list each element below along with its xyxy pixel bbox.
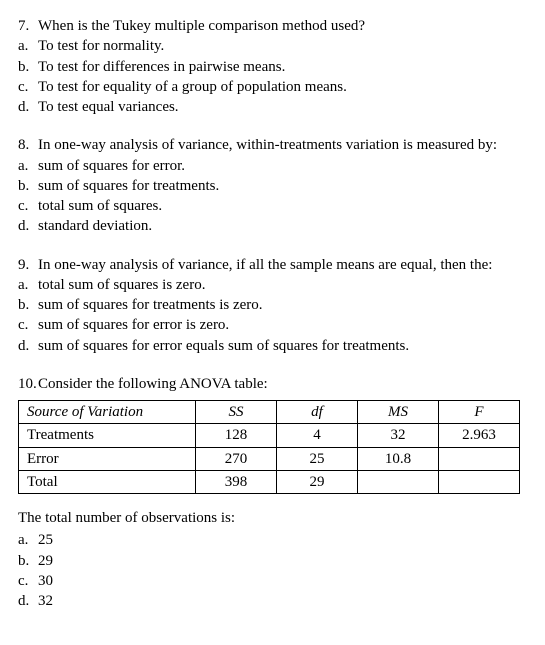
cell-source: Total <box>19 470 196 493</box>
option-text: To test equal variances. <box>38 97 179 117</box>
question-number: 10. <box>18 374 38 394</box>
option-text: sum of squares for error. <box>38 156 185 176</box>
option-letter: b. <box>18 176 38 196</box>
option-c: c.sum of squares for error is zero. <box>18 315 527 335</box>
question-stem: 9. In one-way analysis of variance, if a… <box>18 255 527 275</box>
option-text: 30 <box>38 571 53 591</box>
option-b: b.sum of squares for treatments. <box>18 176 527 196</box>
cell-value: 29 <box>277 470 358 493</box>
cell-value <box>439 447 520 470</box>
cell-value <box>439 470 520 493</box>
table-header-row: Source of Variation SS df MS F <box>19 401 520 424</box>
cell-value: 398 <box>196 470 277 493</box>
option-text: 25 <box>38 530 53 550</box>
option-text: sum of squares for error equals sum of s… <box>38 336 409 356</box>
option-c: c.total sum of squares. <box>18 196 527 216</box>
cell-source: Error <box>19 447 196 470</box>
cell-value: 128 <box>196 424 277 447</box>
col-f: F <box>439 401 520 424</box>
question-text: Consider the following ANOVA table: <box>38 374 268 394</box>
question-text: In one-way analysis of variance, within-… <box>38 135 497 155</box>
option-letter: a. <box>18 530 38 550</box>
cell-value: 270 <box>196 447 277 470</box>
anova-table: Source of Variation SS df MS F Treatment… <box>18 400 520 494</box>
option-letter: d. <box>18 336 38 356</box>
option-b: b.sum of squares for treatments is zero. <box>18 295 527 315</box>
option-text: To test for normality. <box>38 36 164 56</box>
option-letter: d. <box>18 97 38 117</box>
option-d: d.sum of squares for error equals sum of… <box>18 336 527 356</box>
option-text: To test for equality of a group of popul… <box>38 77 347 97</box>
option-letter: b. <box>18 57 38 77</box>
option-text: sum of squares for treatments. <box>38 176 219 196</box>
option-text: standard deviation. <box>38 216 152 236</box>
table-row: Total 398 29 <box>19 470 520 493</box>
option-b: b.29 <box>18 551 527 571</box>
cell-value <box>358 470 439 493</box>
option-d: d.To test equal variances. <box>18 97 527 117</box>
option-letter: d. <box>18 216 38 236</box>
question-text: In one-way analysis of variance, if all … <box>38 255 492 275</box>
cell-value: 32 <box>358 424 439 447</box>
cell-value: 4 <box>277 424 358 447</box>
option-letter: a. <box>18 156 38 176</box>
option-text: 29 <box>38 551 53 571</box>
question-number: 7. <box>18 16 38 36</box>
option-letter: c. <box>18 196 38 216</box>
option-letter: d. <box>18 591 38 611</box>
question-stem: 10. Consider the following ANOVA table: <box>18 374 527 394</box>
question-stem: 7. When is the Tukey multiple comparison… <box>18 16 527 36</box>
option-d: d.standard deviation. <box>18 216 527 236</box>
option-letter: a. <box>18 275 38 295</box>
option-text: sum of squares for treatments is zero. <box>38 295 263 315</box>
col-ms: MS <box>358 401 439 424</box>
cell-value: 25 <box>277 447 358 470</box>
option-a: a.To test for normality. <box>18 36 527 56</box>
option-letter: c. <box>18 77 38 97</box>
option-letter: a. <box>18 36 38 56</box>
question-number: 8. <box>18 135 38 155</box>
cell-source: Treatments <box>19 424 196 447</box>
option-letter: b. <box>18 295 38 315</box>
col-df: df <box>277 401 358 424</box>
option-letter: b. <box>18 551 38 571</box>
option-c: c.To test for equality of a group of pop… <box>18 77 527 97</box>
question-number: 9. <box>18 255 38 275</box>
option-a: a.total sum of squares is zero. <box>18 275 527 295</box>
option-letter: c. <box>18 315 38 335</box>
table-row: Treatments 128 4 32 2.963 <box>19 424 520 447</box>
question-9: 9. In one-way analysis of variance, if a… <box>18 255 527 356</box>
col-source: Source of Variation <box>19 401 196 424</box>
option-d: d.32 <box>18 591 527 611</box>
cell-value: 2.963 <box>439 424 520 447</box>
option-text: 32 <box>38 591 53 611</box>
question-7: 7. When is the Tukey multiple comparison… <box>18 16 527 117</box>
option-text: total sum of squares is zero. <box>38 275 205 295</box>
option-text: To test for differences in pairwise mean… <box>38 57 285 77</box>
question-stem: 8. In one-way analysis of variance, with… <box>18 135 527 155</box>
option-b: b.To test for differences in pairwise me… <box>18 57 527 77</box>
question-10: 10. Consider the following ANOVA table: … <box>18 374 527 612</box>
option-letter: c. <box>18 571 38 591</box>
option-a: a.sum of squares for error. <box>18 156 527 176</box>
option-text: total sum of squares. <box>38 196 162 216</box>
question-8: 8. In one-way analysis of variance, with… <box>18 135 527 236</box>
option-c: c.30 <box>18 571 527 591</box>
option-a: a.25 <box>18 530 527 550</box>
question-text: When is the Tukey multiple comparison me… <box>38 16 365 36</box>
question-sub-stem: The total number of observations is: <box>18 508 527 528</box>
cell-value: 10.8 <box>358 447 439 470</box>
option-text: sum of squares for error is zero. <box>38 315 229 335</box>
col-ss: SS <box>196 401 277 424</box>
table-row: Error 270 25 10.8 <box>19 447 520 470</box>
